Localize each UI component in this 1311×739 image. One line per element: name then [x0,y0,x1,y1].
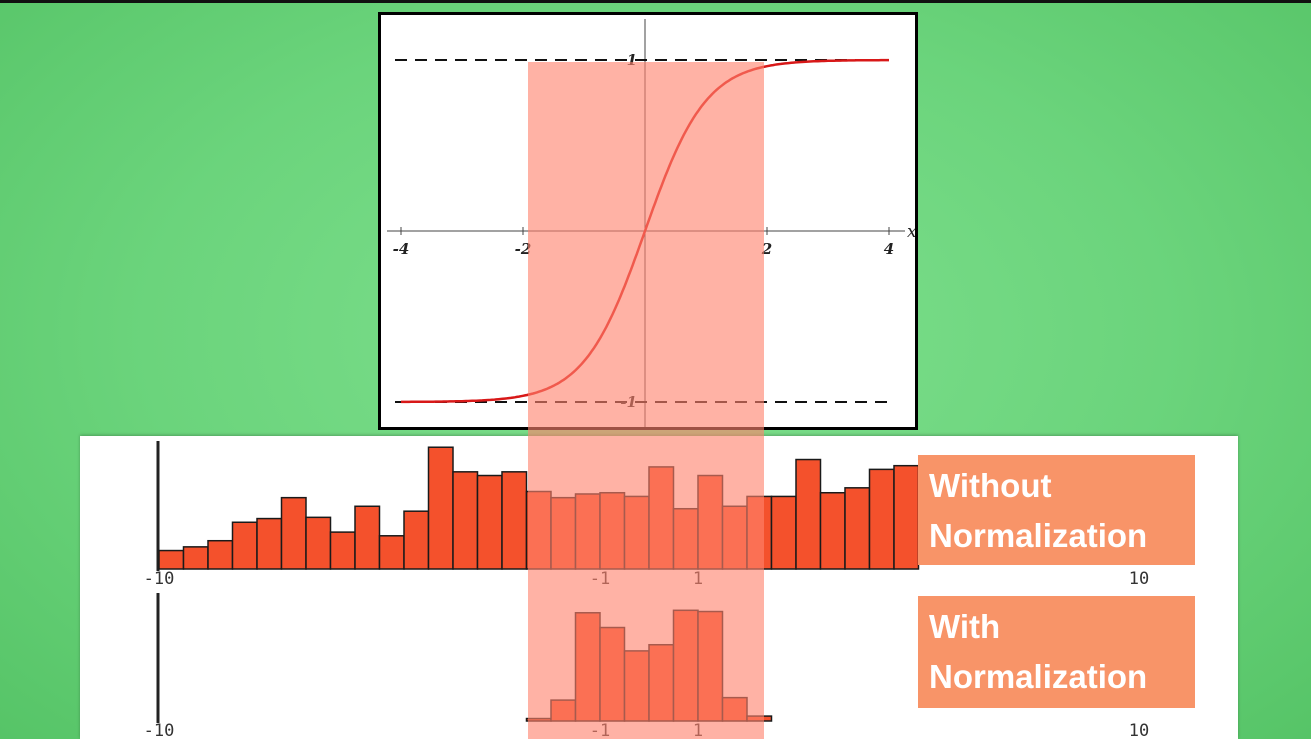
without-hist-bar-2 [182,546,209,570]
without-hist-bar-10 [378,535,405,570]
without-hist-bar-18 [574,493,601,570]
without-hist-bar-5 [256,517,283,570]
without-hist-bar-14 [476,474,503,570]
with-hist-x-tick-3: 1 [693,721,703,739]
without-hist-x-tick-1: -10 [144,569,175,589]
y-tick-label-2: -1 [620,393,637,411]
without-label-line-2: Normalization [929,517,1148,554]
without-normalization-label: Without Normalization [918,455,1195,565]
without-hist-bar-29 [844,487,871,570]
x-tick-label-4: 4 [884,240,894,258]
with-hist-bar-1 [525,717,552,722]
without-hist-bar-23 [697,474,724,570]
without-hist-bar-6 [280,496,307,570]
without-hist-x-tick-3: 1 [693,569,703,589]
without-hist-bar-21 [648,466,675,570]
x-tick-label-3: 2 [761,240,772,258]
without-hist-bar-16 [525,490,552,570]
with-hist-x-tick-4: 10 [1129,721,1149,739]
without-hist-bar-30 [868,468,895,570]
without-label-line-1: Without [929,467,1052,504]
without-hist-bar-8 [329,531,356,570]
with-normalization-label: With Normalization [918,596,1195,708]
without-hist-bar-26 [770,495,797,570]
with-hist-bar-6 [648,643,675,722]
with-hist-bar-8 [697,610,724,722]
x-tick-label-1: -4 [393,240,410,258]
without-hist-bar-22 [672,507,699,570]
tanh-chart: -4 -2 2 4 1 -1 x [387,19,915,427]
without-hist-bar-3 [207,539,234,570]
with-hist-bar-10 [746,715,773,722]
x-tick-label-2: -2 [515,240,532,258]
without-hist-bar-24 [721,505,748,570]
tanh-chart-panel: -4 -2 2 4 1 -1 x [378,12,918,430]
with-hist-bar-2 [550,699,577,722]
without-hist-bar-17 [550,496,577,570]
without-hist-bar-15 [501,471,528,570]
with-hist-x-tick-1: -10 [144,721,175,739]
without-hist-x-tick-4: 10 [1129,569,1149,589]
with-hist-bar-4 [599,626,626,722]
without-hist-bar-27 [795,458,822,570]
top-border [0,0,1311,3]
without-hist-bar-9 [354,505,381,570]
with-hist-bar-7 [672,609,699,722]
without-hist-bar-13 [452,471,479,570]
x-axis-label: x [907,222,915,242]
with-label-line-1: With [929,608,1001,645]
without-hist-bar-19 [599,491,626,570]
without-hist-bar-7 [305,516,332,570]
with-hist-x-tick-2: -1 [590,721,610,739]
without-hist-x-tick-2: -1 [590,569,610,589]
without-hist-bar-4 [231,521,258,570]
y-tick-label-1: 1 [627,51,637,69]
with-label-line-2: Normalization [929,658,1148,695]
without-hist-bar-11 [403,510,430,570]
without-hist-bar-1 [158,549,185,570]
without-hist-bar-20 [623,495,650,570]
without-hist-bar-31 [893,464,920,570]
without-hist-bar-28 [819,491,846,570]
with-hist-bar-9 [721,696,748,722]
tanh-axes [387,19,905,427]
with-hist-bar-3 [574,612,601,722]
without-hist-bar-12 [427,446,454,570]
with-hist-bar-5 [623,650,650,722]
without-hist-bar-25 [746,495,773,570]
